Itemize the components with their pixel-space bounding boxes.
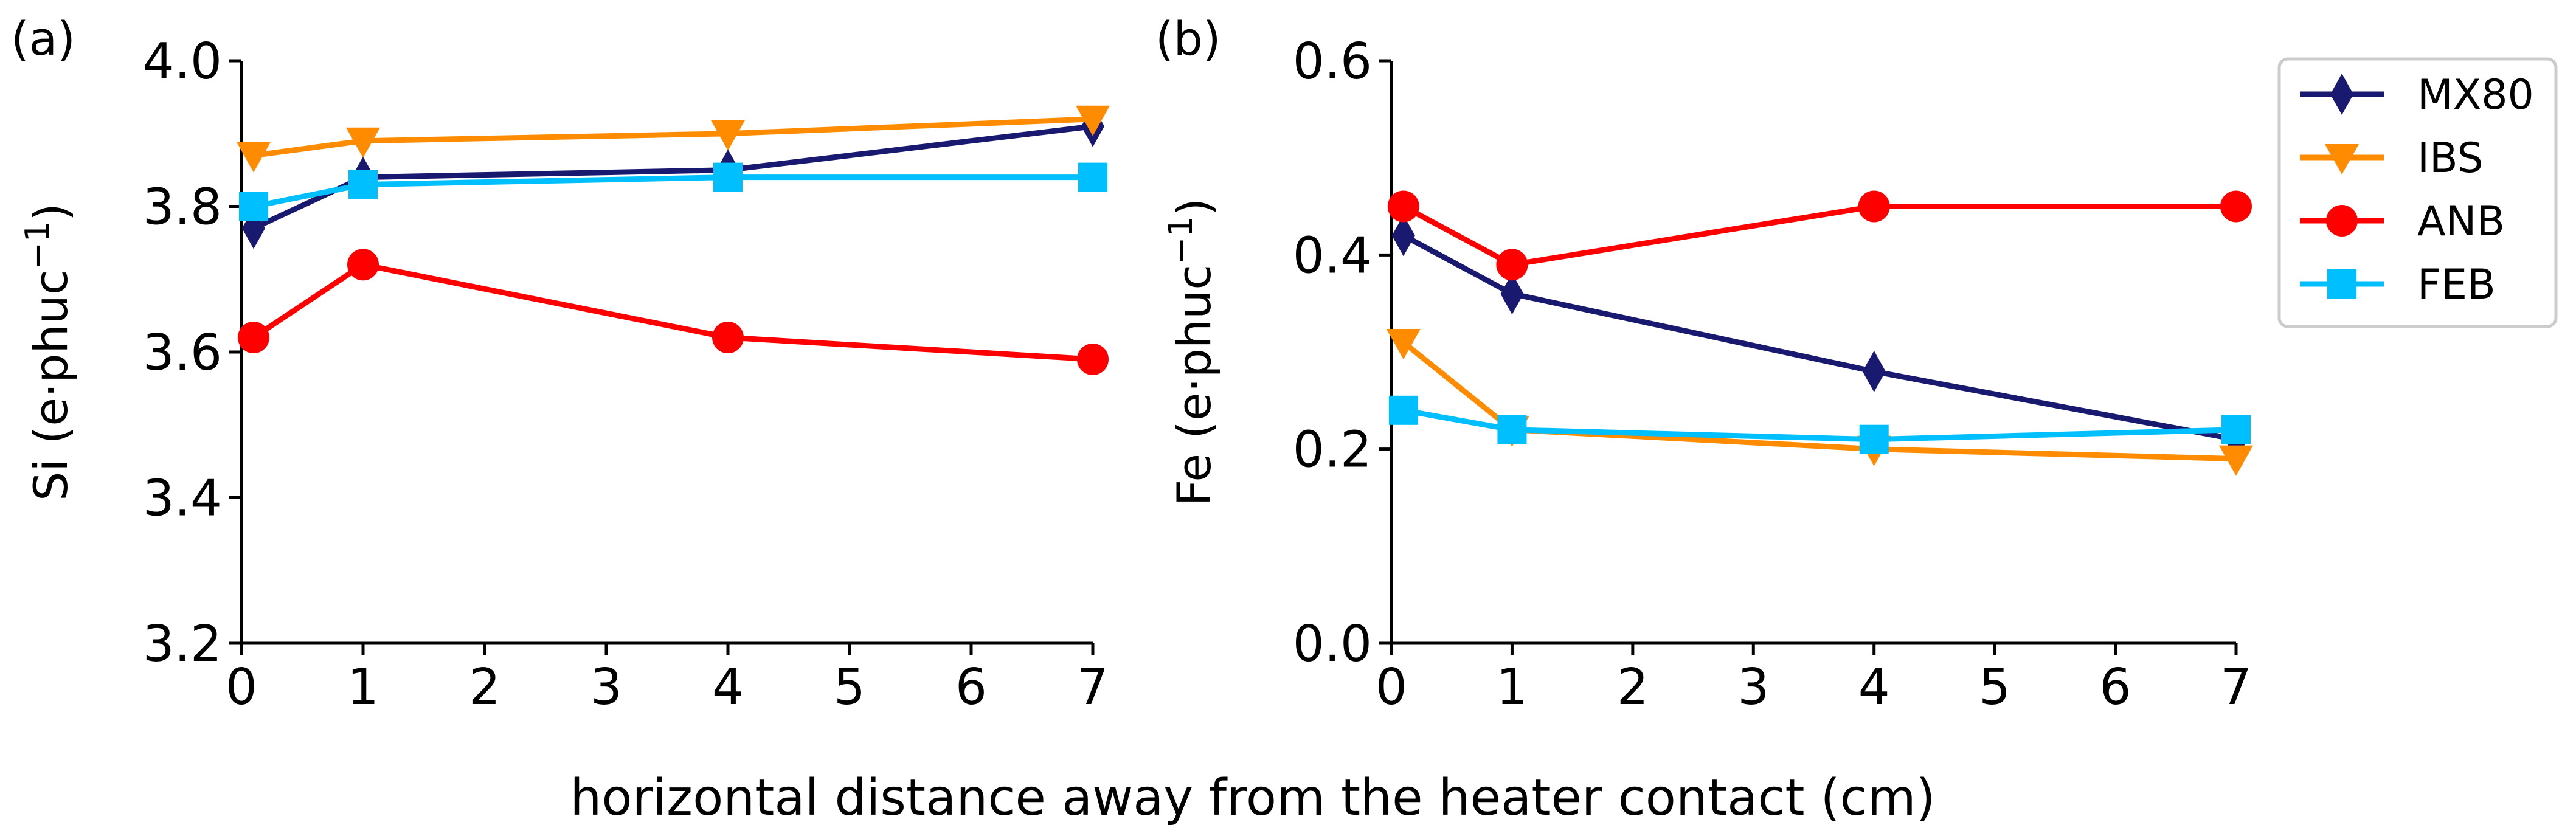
data-point-anb-b	[1387, 190, 1419, 223]
series-line-anb-b	[1402, 204, 2236, 268]
x-tick-label-a: 3	[590, 658, 622, 716]
data-point-feb-a	[713, 162, 743, 192]
data-point-anb-b	[1858, 190, 1890, 223]
panel-label-b: (b)	[1155, 12, 1221, 66]
x-tick-label-b: 4	[1858, 658, 1890, 716]
legend-marker-mx80	[2330, 74, 2353, 115]
x-tick-label-a: 2	[469, 658, 500, 716]
data-point-mx80-b	[1500, 273, 1524, 315]
y-tick-label-b: 0.0	[1293, 615, 1372, 673]
panel-a: (a) 0 1 2 3 4 5 6 7 3.2 3.4 3.6 3.8 4.0 Si (e·phuc−1)	[11, 12, 1110, 716]
x-tick-label-b: 5	[1979, 658, 2010, 716]
legend-label-mx80: MX80	[2417, 71, 2534, 119]
legend-label-feb: FEB	[2417, 261, 2496, 309]
legend-box	[2277, 57, 2558, 328]
data-point-anb-b	[2220, 190, 2252, 223]
x-tick-label-b: 1	[1496, 658, 1528, 716]
data-point-feb-b	[1497, 415, 1527, 444]
series-line-feb-a	[253, 174, 1093, 209]
data-point-ibs-b	[1386, 329, 1421, 360]
series-line-anb-a	[252, 261, 1093, 362]
y-tick-label-a: 3.4	[143, 470, 222, 528]
data-point-feb-b	[1388, 395, 1418, 425]
x-tick-label-b: 2	[1617, 658, 1649, 716]
data-point-ibs-b	[2219, 445, 2253, 476]
data-point-anb-a	[347, 249, 379, 281]
legend-marker-anb	[2326, 205, 2358, 237]
data-point-ibs-a	[237, 142, 271, 173]
legend-label-ibs: IBS	[2417, 134, 2484, 182]
series-line-mx80-b	[1402, 233, 2237, 443]
data-point-feb-a	[239, 192, 268, 221]
data-point-mx80-b	[1391, 215, 1415, 257]
data-point-anb-a	[712, 322, 744, 354]
data-point-ibs-a	[1076, 105, 1110, 136]
legend-label-anb: ANB	[2417, 198, 2505, 246]
series-line-ibs-a	[253, 116, 1093, 159]
panel-b: (b) 0 1 2 3 4 5 6 7 0.0 0.2 0.4 0.6 Fe (e·phuc−1)	[1155, 12, 2253, 716]
legend: MX80 IBS ANB FEB	[2277, 57, 2558, 328]
data-point-mx80-b	[1862, 350, 1886, 392]
series-line-mx80-a	[252, 123, 1093, 231]
data-point-feb-a	[1078, 162, 1107, 192]
data-point-anb-a	[238, 322, 269, 354]
data-point-anb-b	[1496, 249, 1528, 281]
x-tick-label-a: 5	[834, 658, 865, 716]
legend-marker-ibs	[2325, 144, 2359, 174]
x-tick-label-b: 3	[1737, 658, 1769, 716]
x-tick-label-a: 7	[1077, 658, 1109, 716]
y-tick-label-a: 4.0	[143, 33, 222, 91]
data-point-ibs-a	[711, 120, 745, 151]
data-point-anb-a	[1077, 343, 1109, 375]
series-line-feb-b	[1403, 407, 2237, 443]
legend-marker-feb	[2327, 269, 2356, 299]
x-tick-label-a: 0	[226, 658, 257, 716]
x-tick-label-a: 4	[712, 658, 744, 716]
x-tick-label-b: 0	[1376, 658, 1407, 716]
data-point-feb-b	[1859, 424, 1889, 454]
x-tick-label-a: 1	[347, 658, 379, 716]
series-line-ibs-b	[1402, 340, 2237, 462]
y-tick-label-b: 0.6	[1293, 33, 1372, 91]
x-tick-label-b: 6	[2099, 658, 2131, 716]
y-tick-label-b: 0.2	[1293, 421, 1372, 479]
y-tick-label-b: 0.4	[1293, 227, 1372, 285]
y-tick-label-a: 3.6	[143, 324, 222, 382]
panel-label-a: (a)	[11, 12, 75, 66]
shared-x-axis-label: horizontal distance away from the heater…	[570, 769, 1935, 827]
data-point-feb-a	[348, 170, 378, 199]
y-tick-label-a: 3.8	[143, 179, 222, 237]
y-axis-label-a: Si (e·phuc−1)	[18, 203, 78, 501]
x-tick-label-a: 6	[955, 658, 987, 716]
x-tick-label-b: 7	[2220, 658, 2252, 716]
data-point-ibs-a	[346, 127, 380, 158]
y-tick-label-a: 3.2	[143, 615, 222, 673]
data-point-feb-b	[2221, 415, 2251, 444]
y-axis-label-b: Fe (e·phuc−1)	[1162, 198, 1221, 506]
